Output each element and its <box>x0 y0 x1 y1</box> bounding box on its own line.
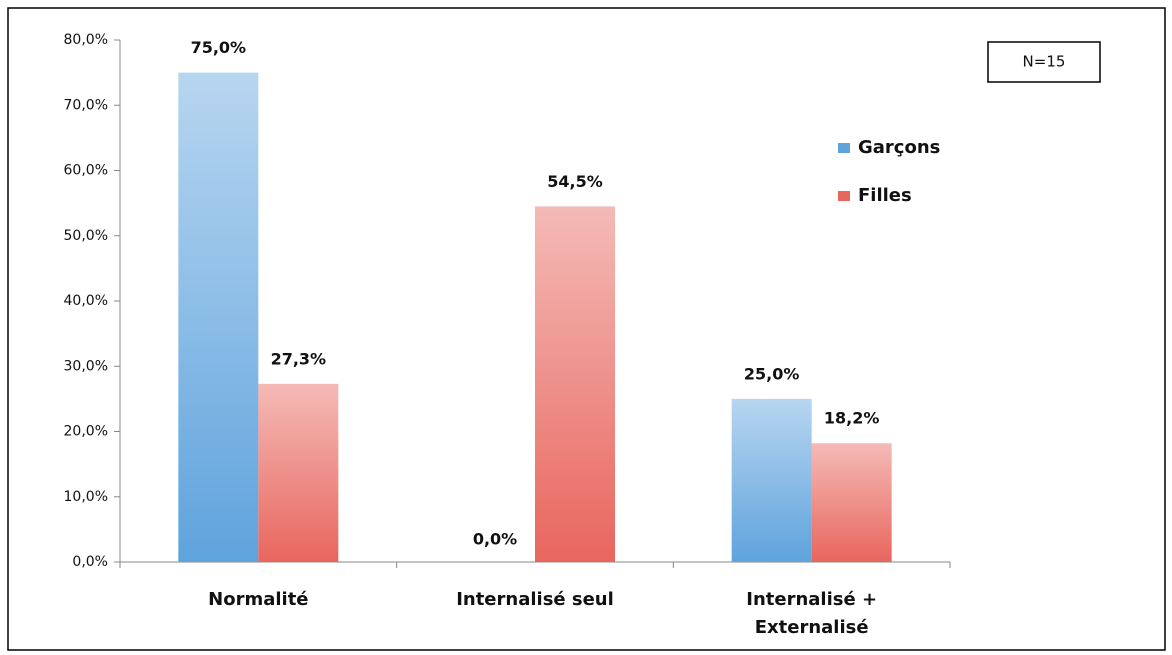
y-tick-label: 0,0% <box>72 554 108 570</box>
value-label: 54,5% <box>547 172 603 191</box>
y-tick-label: 60,0% <box>64 163 108 179</box>
bar <box>178 72 259 562</box>
value-label: 18,2% <box>824 409 880 428</box>
bar <box>811 443 892 562</box>
annotation: N=15 <box>1023 53 1066 71</box>
y-tick-label: 80,0% <box>64 32 108 48</box>
value-label: 25,0% <box>744 364 800 383</box>
y-tick-label: 30,0% <box>64 358 108 374</box>
value-label: 75,0% <box>191 38 247 57</box>
x-tick-label: Normalité <box>208 589 309 610</box>
x-tick-label: Internalisé + Externalisé <box>746 589 878 638</box>
annotation-box <box>987 41 1101 83</box>
y-tick-label: 40,0% <box>64 293 108 309</box>
legend-label: Filles <box>858 185 912 206</box>
value-label: 27,3% <box>271 349 327 368</box>
legend-swatch <box>838 191 850 201</box>
y-tick-label: 70,0% <box>64 97 108 113</box>
value-label: 0,0% <box>473 530 517 549</box>
y-tick-label: 50,0% <box>64 228 108 244</box>
legend-swatch <box>838 143 850 153</box>
y-tick-label: 20,0% <box>64 424 108 440</box>
legend-label: Garçons <box>858 137 940 158</box>
chart-frame <box>7 7 1166 651</box>
bar <box>535 206 615 562</box>
x-tick-label: Internalisé seul <box>456 589 614 610</box>
bar <box>731 398 812 562</box>
bar <box>258 383 339 562</box>
y-tick-label: 10,0% <box>64 489 108 505</box>
